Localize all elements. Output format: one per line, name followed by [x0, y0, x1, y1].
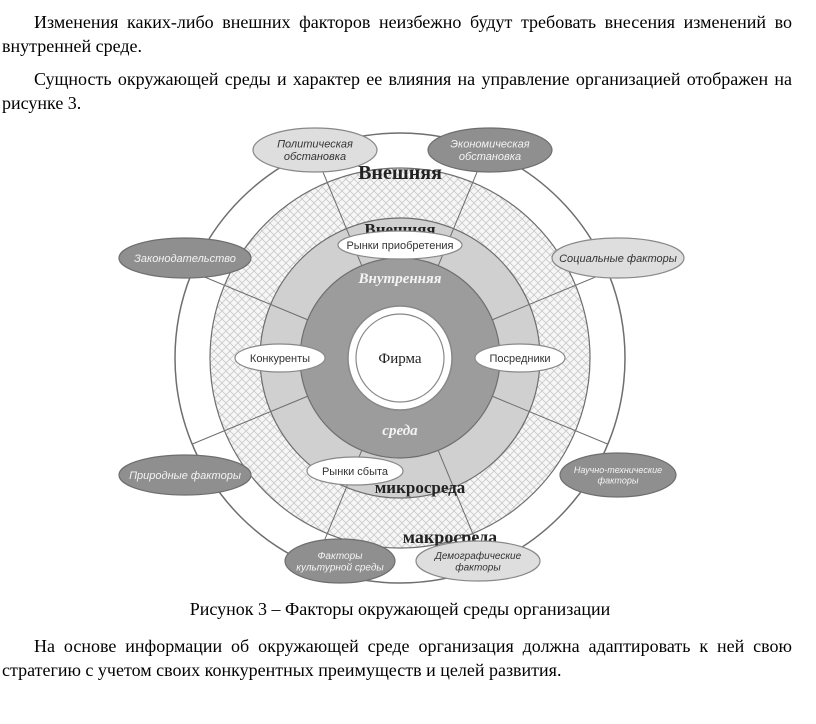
node-economic-text: Экономическая	[450, 139, 529, 151]
node-competitors: Конкуренты	[235, 344, 325, 372]
node-demographic: Демографическиефакторы	[416, 541, 540, 581]
node-scitech-text: факторы	[598, 476, 639, 486]
node-economic: Экономическаяобстановка	[428, 128, 552, 172]
paragraph-3: На основе информации об окружающей среде…	[2, 634, 792, 683]
node-social-text: Социальные факторы	[559, 253, 677, 265]
label-firm: Фирма	[378, 351, 422, 367]
figure-caption: Рисунок 3 – Факторы окружающей среды орг…	[0, 599, 800, 620]
node-nature-text: Природные факторы	[129, 470, 241, 482]
node-competitors-text: Конкуренты	[250, 353, 310, 365]
node-mediators-text: Посредники	[489, 353, 550, 365]
node-buy-markets: Рынки приобретения	[338, 231, 462, 259]
node-political-text: Политическая	[277, 139, 353, 151]
node-culture-text: Факторы	[317, 551, 363, 562]
node-law: Законодательство	[119, 238, 251, 278]
node-scitech: Научно-техническиефакторы	[560, 453, 676, 497]
node-nature: Природные факторы	[119, 455, 251, 495]
environment-diagram: ВнешняяВнешняяВнутренняяФирмасредамикрос…	[90, 123, 710, 593]
node-economic-text: обстановка	[459, 151, 521, 163]
node-demographic-text: факторы	[455, 561, 501, 573]
paragraph-1: Изменения каких-либо внешних факторов не…	[2, 10, 792, 59]
node-law-text: Законодательство	[134, 253, 236, 265]
page: Изменения каких-либо внешних факторов не…	[0, 0, 816, 724]
node-mediators: Посредники	[475, 344, 565, 372]
node-buy-markets-text: Рынки приобретения	[346, 240, 453, 252]
label-macro_top: Внешняя	[358, 162, 442, 184]
node-scitech-text: Научно-технические	[574, 465, 662, 475]
label-inner_bot: среда	[382, 423, 418, 439]
node-culture-text: культурной среды	[296, 562, 384, 573]
label-inner_top: Внутренняя	[358, 271, 442, 287]
node-social: Социальные факторы	[552, 238, 684, 278]
node-culture: Факторыкультурной среды	[285, 539, 395, 583]
node-demographic-text: Демографические	[434, 550, 522, 562]
node-political-text: обстановка	[284, 151, 346, 163]
node-political: Политическаяобстановка	[253, 128, 377, 172]
node-sell-markets: Рынки сбыта	[307, 457, 403, 485]
diagram-container: ВнешняяВнешняяВнутренняяФирмасредамикрос…	[90, 123, 710, 593]
node-sell-markets-text: Рынки сбыта	[322, 466, 389, 478]
paragraph-2: Сущность окружающей среды и характер ее …	[2, 67, 792, 116]
